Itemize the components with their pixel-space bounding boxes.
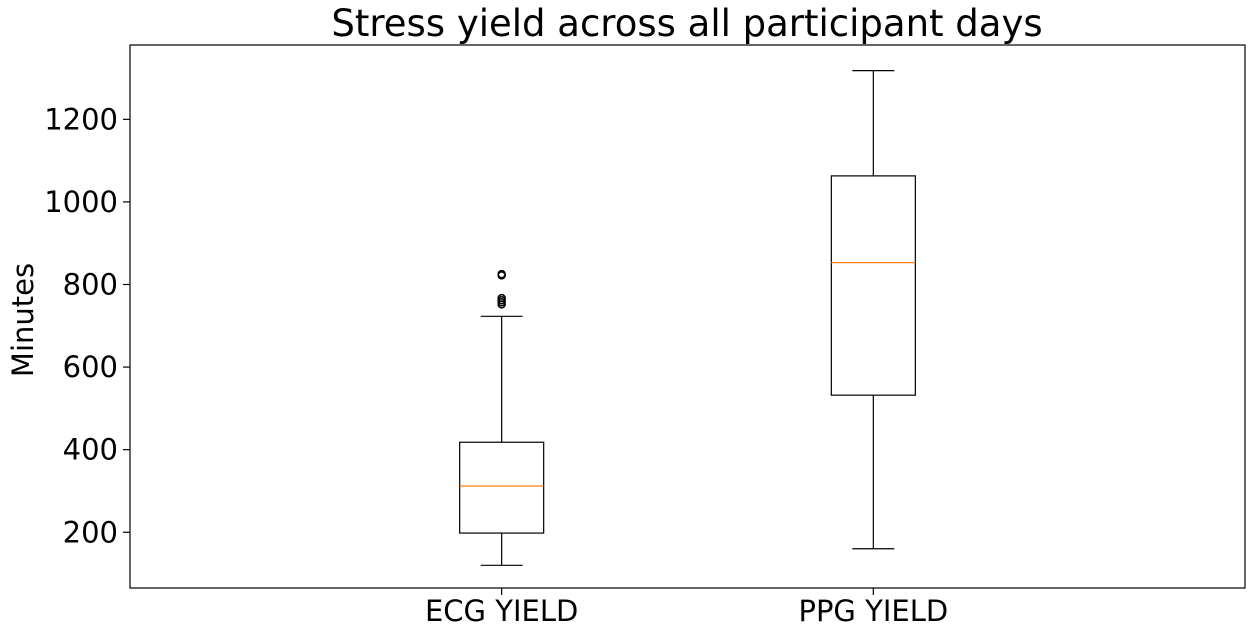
y-tick-label: 1200	[44, 102, 118, 136]
iqr-box	[830, 175, 916, 396]
y-tick-label: 200	[63, 515, 118, 549]
x-axis: ECG YIELD PPG YIELD	[425, 588, 948, 628]
y-axis: 200 400 600 800 1000 1200	[44, 102, 130, 549]
y-axis-label: Minutes	[6, 263, 40, 377]
chart-title: Stress yield across all participant days	[331, 2, 1042, 45]
box-ppg-yield	[830, 70, 916, 550]
y-tick-label: 400	[63, 433, 118, 467]
iqr-box	[459, 441, 545, 534]
outlier-point	[497, 269, 506, 279]
y-tick-label: 800	[63, 267, 118, 301]
outlier-point	[497, 293, 506, 303]
box-series	[459, 70, 916, 566]
x-tick-label: PPG YIELD	[798, 594, 948, 628]
plot-area-frame	[129, 44, 1246, 589]
box-ecg-yield	[459, 269, 545, 566]
x-tick-label: ECG YIELD	[425, 594, 578, 628]
y-tick-label: 600	[63, 350, 118, 384]
y-tick-label: 1000	[44, 185, 118, 219]
